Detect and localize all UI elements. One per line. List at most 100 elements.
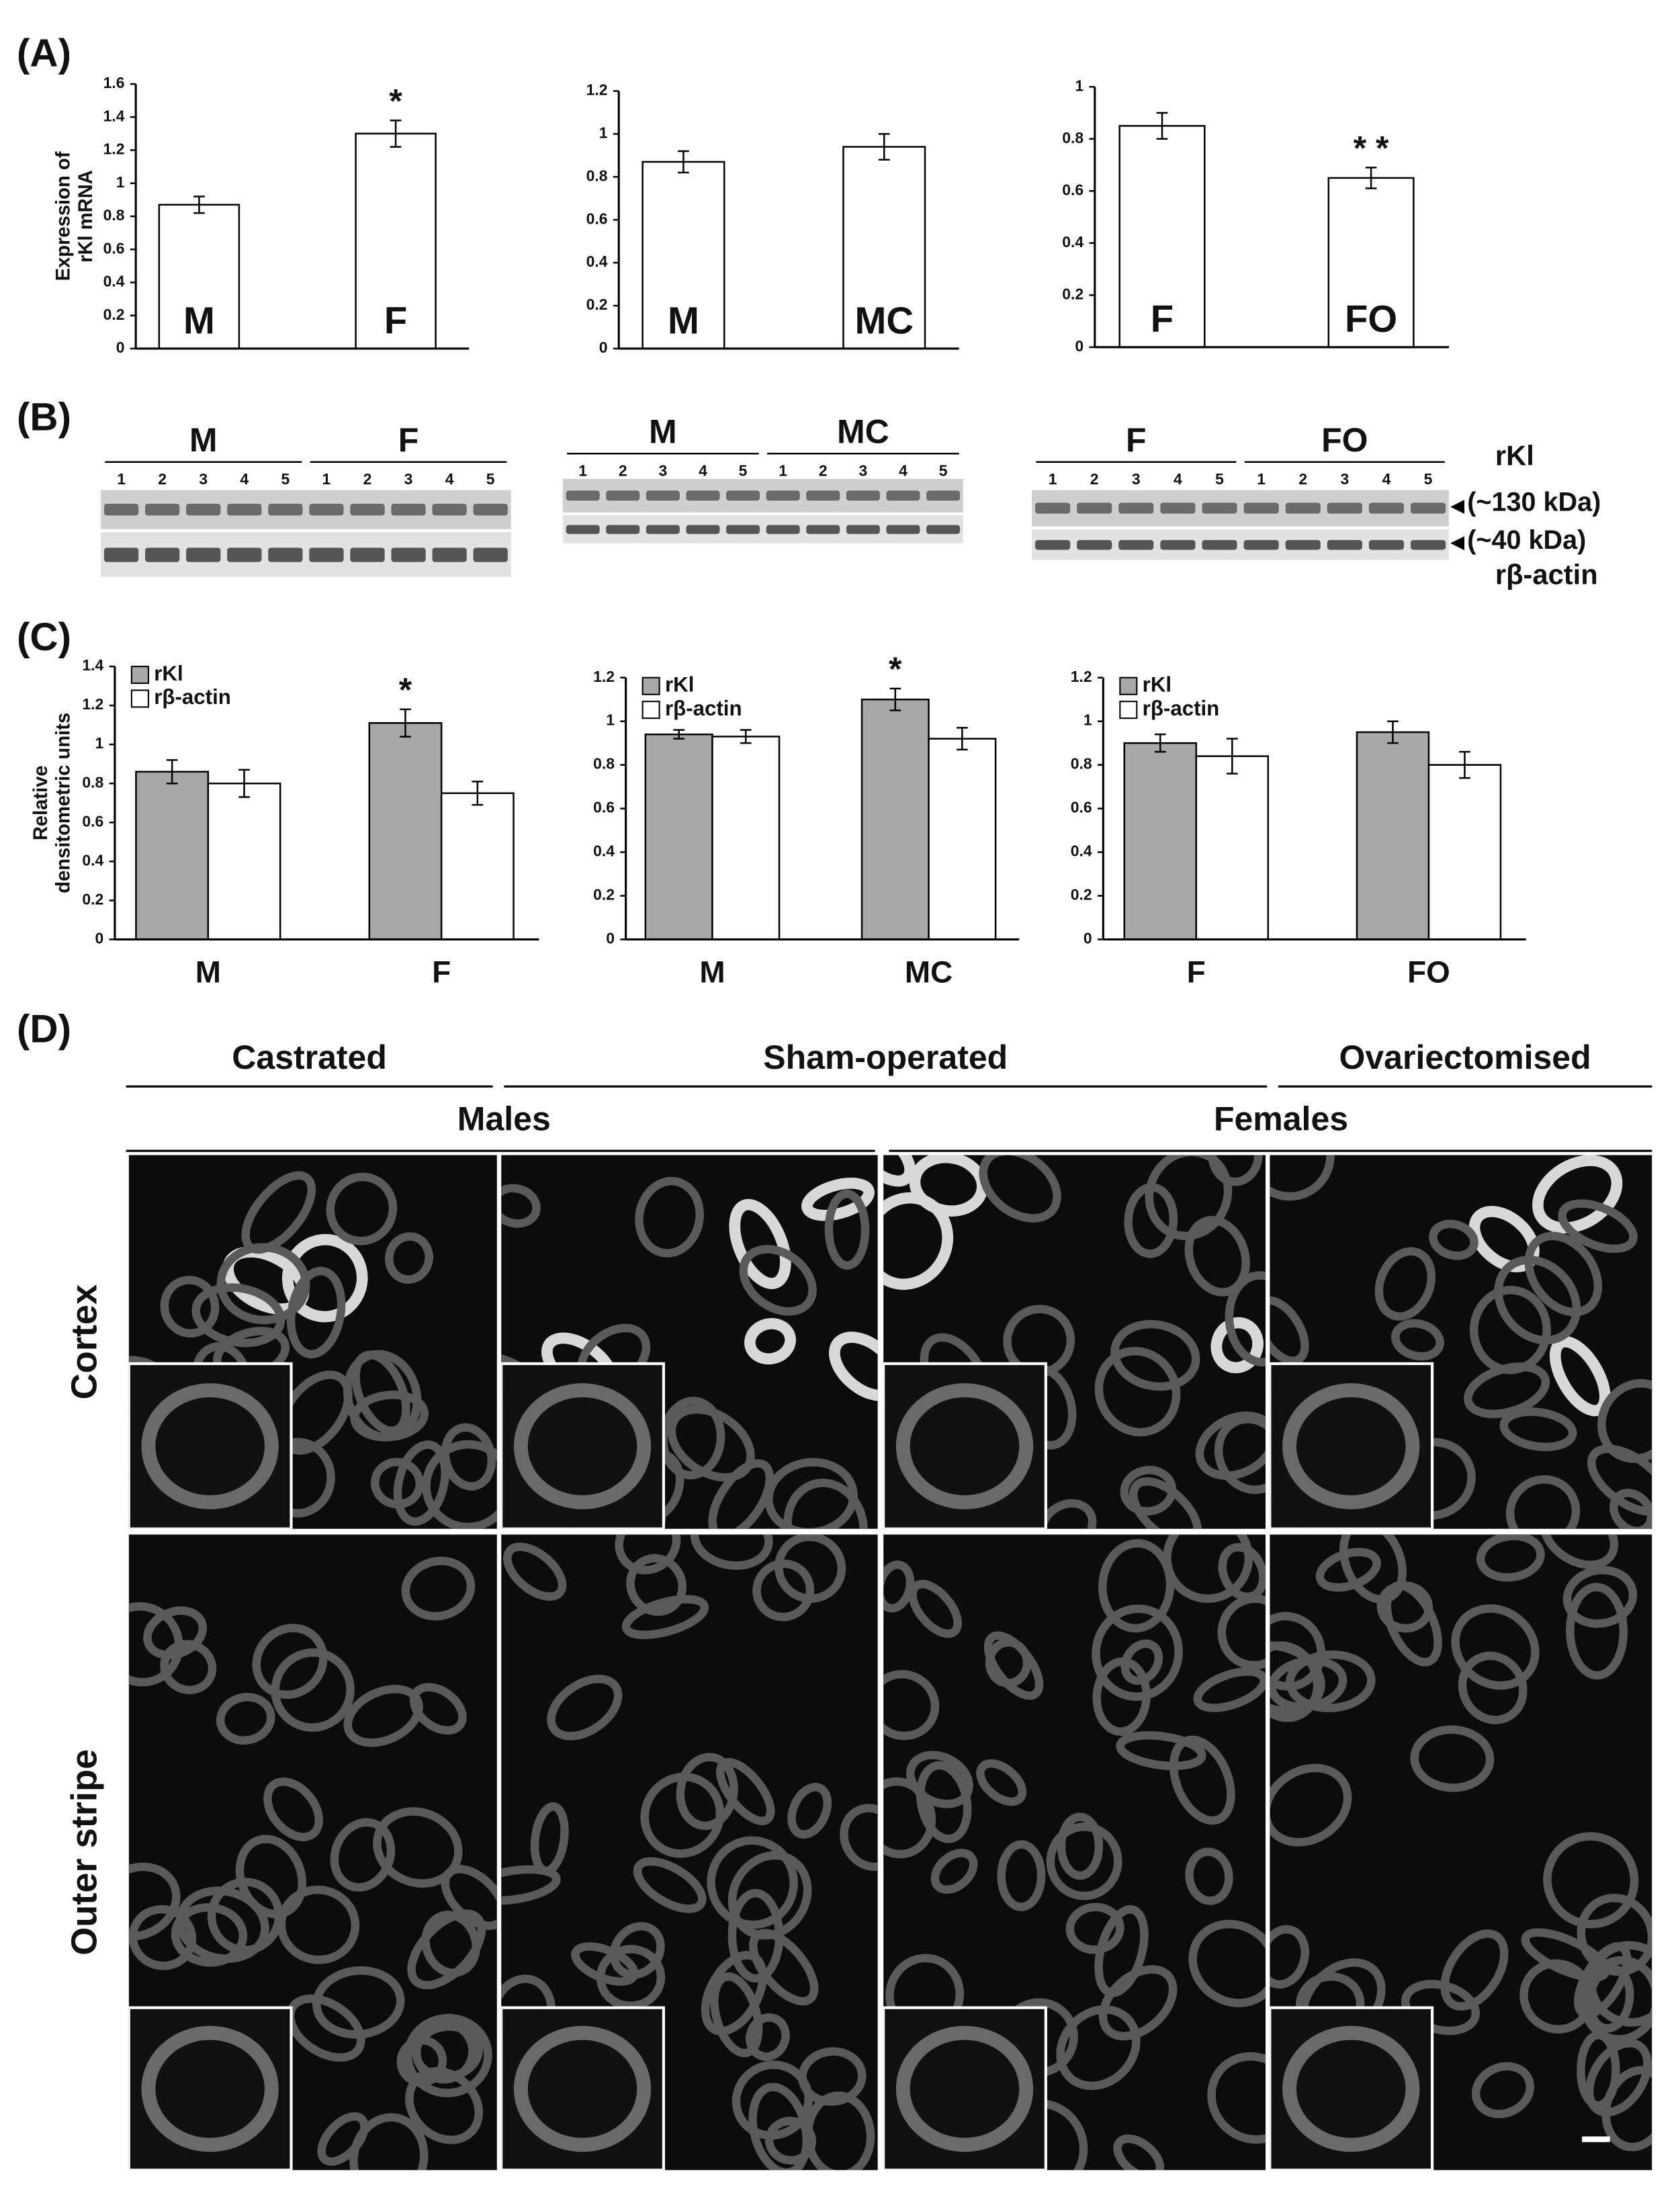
micrograph-content bbox=[128, 1534, 497, 2170]
y-tick-label: 1.2 bbox=[593, 668, 615, 685]
lane-number: 2 bbox=[819, 462, 828, 479]
panel-label: (B) bbox=[17, 396, 71, 439]
tubule bbox=[1092, 1657, 1151, 1736]
tubule bbox=[171, 1903, 248, 1967]
legend-swatch bbox=[130, 666, 149, 685]
lane-number: 4 bbox=[445, 470, 454, 488]
tubule bbox=[241, 1171, 316, 1254]
tubule bbox=[1214, 1415, 1266, 1495]
inset-tubule bbox=[895, 2025, 1034, 2152]
tubule bbox=[787, 1783, 832, 1839]
micrograph-content bbox=[501, 1155, 878, 1529]
y-tick-label: 1 bbox=[116, 173, 125, 191]
bar-chart: 0 0.2 0.4 0.6 0.8 1 F FO * * bbox=[1062, 77, 1450, 355]
inset-tubule bbox=[1282, 2025, 1420, 2152]
tubule bbox=[1065, 1902, 1124, 1954]
blot-band bbox=[686, 490, 720, 501]
sex-header: Females bbox=[1214, 1100, 1348, 1138]
blot-band bbox=[846, 490, 880, 501]
tubule bbox=[373, 1807, 463, 1888]
tubule bbox=[1566, 1583, 1628, 1680]
tubule bbox=[752, 1559, 815, 1622]
lane-number: 4 bbox=[1174, 470, 1182, 488]
lane-number: 3 bbox=[404, 470, 413, 488]
blot-band bbox=[103, 547, 139, 562]
lane-number: 3 bbox=[859, 462, 868, 479]
tubule bbox=[1046, 1822, 1122, 1900]
y-tick-label: 0.2 bbox=[82, 890, 103, 908]
y-tick-label: 0 bbox=[1084, 930, 1092, 947]
tubule bbox=[828, 1331, 878, 1401]
condition-header: Sham-operated bbox=[763, 1039, 1008, 1076]
tubule bbox=[883, 1561, 915, 1613]
y-tick-label: 1 bbox=[1075, 77, 1084, 94]
blot-band bbox=[926, 490, 961, 501]
y-tick-label: 0.6 bbox=[1071, 799, 1092, 816]
y-tick-label: 0.8 bbox=[82, 773, 103, 791]
tubule bbox=[746, 2013, 790, 2061]
tubule bbox=[1193, 1667, 1266, 1712]
tubule bbox=[1558, 1199, 1638, 1254]
blot-protein-label: rKl bbox=[1495, 440, 1534, 472]
tubule bbox=[727, 1851, 812, 1940]
tubule bbox=[748, 2082, 811, 2170]
tubule bbox=[547, 1675, 623, 1741]
arrowhead bbox=[1450, 536, 1465, 551]
legend-swatch bbox=[1119, 701, 1138, 719]
y-tick-label: 1 bbox=[599, 124, 608, 141]
tubule bbox=[635, 1176, 704, 1258]
tubule bbox=[1057, 1812, 1104, 1880]
y-axis-label: Expression of bbox=[53, 151, 75, 281]
legend-label: rβ-actin bbox=[665, 697, 742, 720]
tubule bbox=[1184, 1216, 1250, 1297]
bar bbox=[1118, 125, 1206, 349]
blot-band bbox=[186, 503, 221, 516]
blot-band bbox=[103, 503, 139, 516]
tubule bbox=[501, 1865, 561, 1905]
y-tick-label: 0.8 bbox=[586, 167, 608, 184]
tubule bbox=[1188, 1919, 1266, 2008]
y-tick-label: 0.4 bbox=[586, 253, 608, 270]
tubule bbox=[676, 1753, 738, 1831]
blot-band bbox=[806, 490, 840, 501]
tubule bbox=[128, 1862, 181, 1941]
blot-band bbox=[846, 525, 880, 534]
bar bbox=[1356, 731, 1430, 940]
y-tick-label: 1.2 bbox=[103, 140, 125, 158]
tubule bbox=[1374, 1247, 1436, 1321]
blot-band bbox=[432, 547, 467, 562]
y-tick-label: 0 bbox=[599, 339, 608, 356]
x-tick-label: MC bbox=[905, 955, 953, 990]
y-tick-label: 0.2 bbox=[1071, 886, 1092, 904]
y-tick-label: 0.6 bbox=[82, 812, 103, 830]
tubule bbox=[407, 1909, 486, 1990]
bar bbox=[928, 738, 997, 940]
bar bbox=[860, 698, 930, 940]
blot-band bbox=[566, 525, 600, 534]
legend-label: rKl bbox=[1143, 672, 1171, 696]
bar-label: FO bbox=[1345, 298, 1397, 340]
tubule bbox=[729, 1198, 791, 1289]
blot-group-label: M bbox=[189, 421, 218, 459]
lane-number: 4 bbox=[699, 462, 707, 479]
lane-number: 1 bbox=[1257, 470, 1266, 488]
blot-band bbox=[1077, 539, 1112, 550]
legend-label: rβ-actin bbox=[154, 685, 231, 709]
tubule bbox=[801, 1178, 875, 1221]
legend-label: rβ-actin bbox=[1143, 697, 1220, 720]
charts: 0 0.2 0.4 0.6 0.8 1 1.2 1.4 1.6 Expression of rKl … bbox=[30, 74, 1526, 990]
blot-band bbox=[1368, 539, 1405, 550]
bar-label: F bbox=[1151, 298, 1174, 340]
tubule bbox=[1185, 1847, 1233, 1905]
inset-tubule bbox=[513, 1383, 652, 1509]
blot-band bbox=[1243, 502, 1279, 514]
bar-label: F bbox=[384, 299, 407, 341]
y-tick-label: 1.2 bbox=[82, 695, 103, 713]
tubule bbox=[976, 1759, 1027, 1806]
blot-band bbox=[1034, 502, 1071, 514]
inset-tubule bbox=[141, 1383, 279, 1509]
y-tick-label: 1.2 bbox=[1071, 668, 1092, 685]
y-tick-label: 1 bbox=[606, 711, 615, 729]
blot-band bbox=[186, 547, 221, 562]
tubule bbox=[1391, 1319, 1444, 1361]
